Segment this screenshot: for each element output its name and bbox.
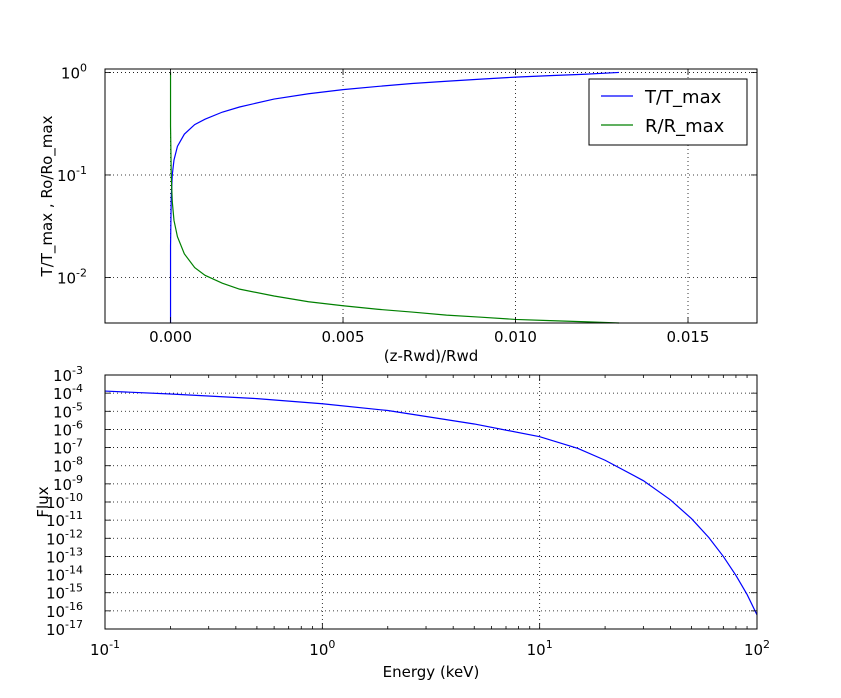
bottom-y-tick-label: 10-10 [46,491,83,512]
bottom-y-tick-label: 10-3 [53,364,83,385]
top-plot-frame [104,68,758,324]
bottom-y-tick-label: 10-17 [46,618,83,639]
bottom-y-tick-label: 10-14 [46,564,83,585]
legend-box [588,78,748,146]
top-x-tick-label: 0.010 [494,328,537,346]
top-y-tick-label: 10-1 [57,164,87,185]
bottom-y-tick-label: 10-8 [53,455,83,476]
flux-series-line [104,390,758,616]
bottom-y-tick-label: 10-11 [46,509,83,530]
bottom-y-tick-label: 10-7 [53,437,83,458]
bottom-y-tick-label: 10-4 [53,382,83,403]
bottom-plot-series [104,390,758,616]
top-series-line-0 [169,71,620,323]
bottom-y-tick-label: 10-12 [46,527,83,548]
bottom-y-tick-label: 10-6 [53,418,83,439]
bottom-y-tick-label: 10-15 [46,582,83,603]
bottom-plot-y-axis-label: Flux [34,486,52,517]
top-x-tick-label: 0.005 [322,328,365,346]
top-plot-x-axis-label: (z-Rwd)/Rwd [384,347,478,365]
top-series-line-1 [169,72,620,324]
bottom-x-tick-label: 100 [309,638,335,659]
bottom-x-tick-label: 10-1 [90,638,120,659]
bottom-x-tick-label: 101 [527,638,553,659]
bottom-plot-ticks: 10-1 100 101 10210-310-410-510-610-710-810-… [46,364,770,659]
top-plot-series [169,71,620,324]
bottom-y-tick-label: 10-13 [46,545,83,566]
bottom-plot-x-axis-label: Energy (keV) [383,663,480,681]
bottom-y-tick-label: 10-9 [53,473,83,494]
top-plot-grid [105,69,757,323]
bottom-y-tick-label: 10-5 [53,400,83,421]
legend-label-r-r-max: R/R_max [645,116,725,137]
top-y-tick-label: 10-2 [57,267,87,288]
bottom-y-tick-label: 10-16 [46,600,83,621]
top-y-tick-label: 100 [61,61,87,82]
bottom-plot-frame [104,374,758,630]
bottom-plot: 10-1 100 101 10210-310-410-510-610-710-810-… [34,364,770,681]
top-plot-ticks: 0.000 0.005 0.010 0.015 100 10-1 10-2 [57,61,757,346]
bottom-plot-grid [104,374,758,630]
legend-label-t-t-max: T/T_max [644,87,722,108]
bottom-x-tick-label: 102 [744,638,770,659]
top-x-tick-label: 0.000 [149,328,192,346]
top-plot-y-axis-label: T/T_max , Ro/Ro_max [38,115,57,277]
top-x-tick-label: 0.015 [667,328,710,346]
top-plot: 0.000 0.005 0.010 0.015 100 10-1 10-2 (z-Rwd)/… [38,61,758,365]
legend: T/T_max R/R_max [588,78,748,146]
